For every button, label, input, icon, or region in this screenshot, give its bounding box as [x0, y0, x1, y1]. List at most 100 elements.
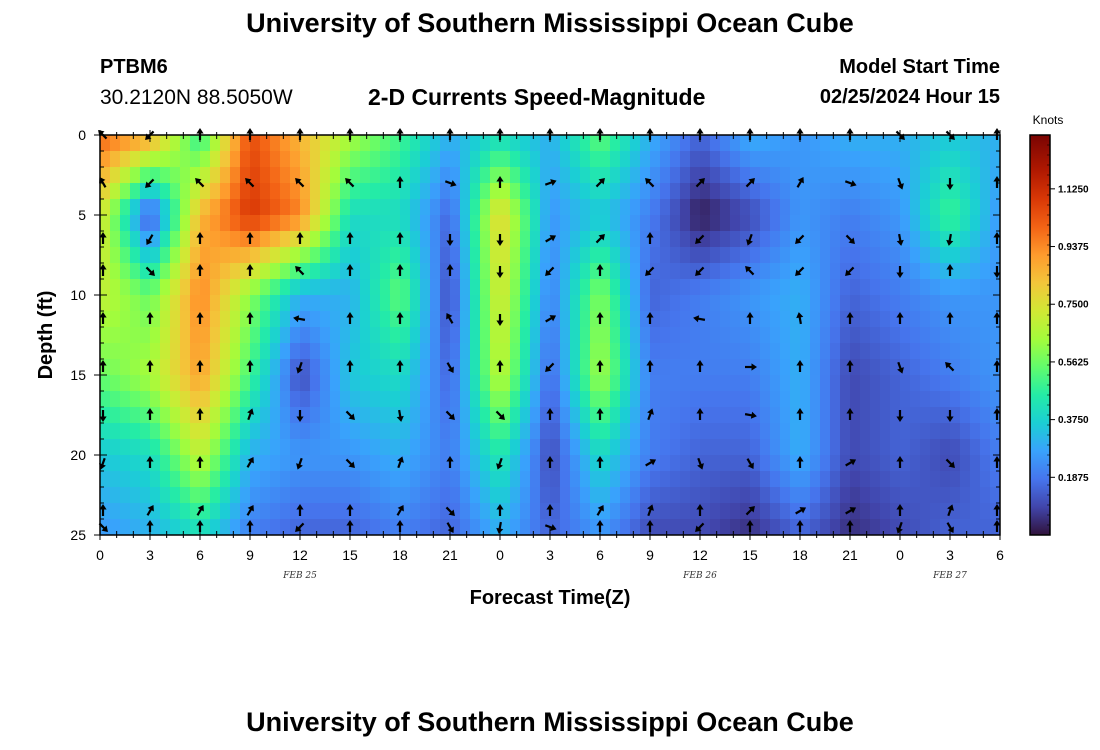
heat-cell	[690, 215, 701, 232]
heat-cell	[790, 503, 801, 520]
heat-cell	[210, 135, 221, 152]
heat-cell	[420, 423, 431, 440]
heat-cell	[510, 311, 521, 328]
heat-cell	[630, 487, 641, 504]
heat-cell	[970, 439, 981, 456]
heat-cell	[150, 263, 161, 280]
heat-cell	[260, 311, 271, 328]
heat-cell	[470, 391, 481, 408]
heat-cell	[310, 471, 321, 488]
current-arrow	[296, 504, 304, 516]
heat-cell	[670, 295, 681, 312]
heat-cell	[530, 487, 541, 504]
heat-cell	[790, 359, 801, 376]
heat-cell	[170, 135, 181, 152]
heat-cell	[160, 215, 171, 232]
heat-cell	[490, 327, 501, 344]
heat-cell	[620, 247, 631, 264]
heat-cell	[410, 135, 421, 152]
heat-cell	[280, 311, 291, 328]
heat-cell	[820, 263, 831, 280]
heat-cell	[600, 263, 611, 280]
heat-cell	[950, 135, 961, 152]
heat-cell	[360, 263, 371, 280]
heat-cell	[470, 359, 481, 376]
heat-cell	[290, 407, 301, 424]
heat-cell	[190, 423, 201, 440]
heat-cell	[990, 455, 1000, 472]
heat-cell	[670, 359, 681, 376]
current-arrow	[696, 408, 704, 420]
heat-cell	[630, 135, 641, 152]
heat-cell	[400, 455, 411, 472]
heat-cell	[660, 375, 671, 392]
heat-cell	[220, 167, 231, 184]
current-arrow	[396, 264, 404, 276]
heat-cell	[630, 231, 641, 248]
heat-cell	[730, 503, 741, 520]
heat-cell	[510, 215, 521, 232]
y-tick-label: 20	[70, 447, 86, 463]
heat-cell	[580, 311, 591, 328]
heat-cell	[420, 375, 431, 392]
heat-cell	[620, 183, 631, 200]
heat-cell	[800, 199, 811, 216]
heat-cell	[680, 167, 691, 184]
heat-cell	[630, 311, 641, 328]
heat-cell	[690, 343, 701, 360]
heat-cell	[920, 167, 931, 184]
heat-cell	[920, 183, 931, 200]
heat-cell	[700, 183, 711, 200]
heat-cell	[400, 199, 411, 216]
heat-cell	[920, 327, 931, 344]
heat-cell	[430, 375, 441, 392]
heat-cell	[940, 327, 951, 344]
heat-cell	[740, 199, 751, 216]
heat-cell	[600, 327, 611, 344]
heat-cell	[200, 391, 211, 408]
heat-cell	[650, 519, 661, 535]
heat-cell	[530, 407, 541, 424]
heat-cell	[190, 519, 201, 535]
heat-cell	[800, 151, 811, 168]
y-tick-label: 10	[70, 287, 86, 303]
heat-cell	[810, 519, 821, 535]
heat-cell	[700, 263, 711, 280]
heat-cell	[220, 231, 231, 248]
heat-cell	[620, 343, 631, 360]
heat-cell	[550, 279, 561, 296]
heat-cell	[840, 311, 851, 328]
colorbar: Knots 1.12500.93750.75000.56250.37500.18…	[1029, 113, 1089, 536]
heat-cell	[320, 487, 331, 504]
heat-cell	[430, 471, 441, 488]
heat-cell	[290, 295, 301, 312]
heat-cell	[260, 263, 271, 280]
heat-cell	[760, 199, 771, 216]
heat-cell	[360, 327, 371, 344]
heat-cell	[180, 327, 191, 344]
heat-cell	[470, 423, 481, 440]
current-arrow	[693, 315, 706, 323]
heat-cell	[730, 215, 741, 232]
heat-cell	[200, 151, 211, 168]
heat-cell	[370, 247, 381, 264]
heat-cell	[970, 279, 981, 296]
heat-cell	[680, 327, 691, 344]
heat-cell	[950, 375, 961, 392]
heat-cell	[220, 247, 231, 264]
heat-cell	[660, 279, 671, 296]
heat-cell	[500, 327, 511, 344]
x-tick-label: 0	[896, 547, 904, 563]
heat-cell	[560, 311, 571, 328]
heat-cell	[990, 199, 1000, 216]
heat-cell	[520, 215, 531, 232]
heat-cell	[870, 151, 881, 168]
heat-cell	[290, 359, 301, 376]
heat-cell	[640, 439, 651, 456]
heat-cell	[810, 295, 821, 312]
heat-cell	[400, 167, 411, 184]
heat-cell	[310, 263, 321, 280]
heat-cell	[870, 295, 881, 312]
heat-cell	[770, 167, 781, 184]
